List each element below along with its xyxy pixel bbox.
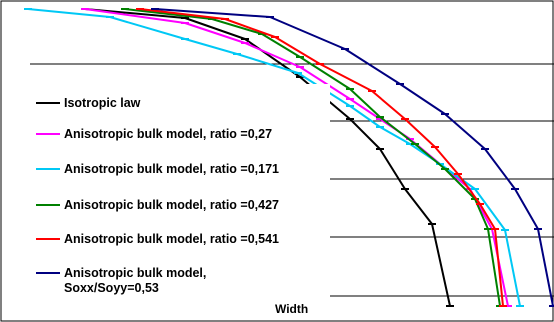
- legend-item: Anisotropic bulk model, ratio =0,427: [36, 198, 279, 212]
- legend-label: Anisotropic bulk model,: [64, 266, 206, 280]
- series-4: [136, 8, 507, 307]
- legend-label-line2: Soxx/Soyy=0,53: [64, 281, 159, 295]
- legend-label: Anisotropic bulk model, ratio =0,427: [64, 198, 279, 212]
- legend-label: Isotropic law: [64, 96, 141, 110]
- series-line: [27, 8, 521, 307]
- legend-box: [30, 84, 330, 300]
- legend-item: Anisotropic bulk model, ratio =0,171: [36, 162, 279, 176]
- legend-label: Anisotropic bulk model, ratio =0,27: [64, 127, 272, 141]
- legend-item: Anisotropic bulk model, ratio =0,27: [36, 127, 272, 141]
- series-layer: [24, 8, 554, 307]
- legend-item: Anisotropic bulk model, Soxx/Soyy=0,53: [36, 266, 206, 295]
- x-axis-label: Width: [275, 302, 308, 316]
- series-3: [121, 8, 504, 307]
- legend-label: Anisotropic bulk model, ratio =0,541: [64, 232, 279, 246]
- legend-item: Anisotropic bulk model, ratio =0,541: [36, 232, 279, 246]
- legend: Isotropic law Anisotropic bulk model, ra…: [36, 96, 279, 295]
- legend-label: Anisotropic bulk model, ratio =0,171: [64, 162, 279, 176]
- series-5: [151, 8, 554, 307]
- legend-item: Isotropic law: [36, 96, 141, 110]
